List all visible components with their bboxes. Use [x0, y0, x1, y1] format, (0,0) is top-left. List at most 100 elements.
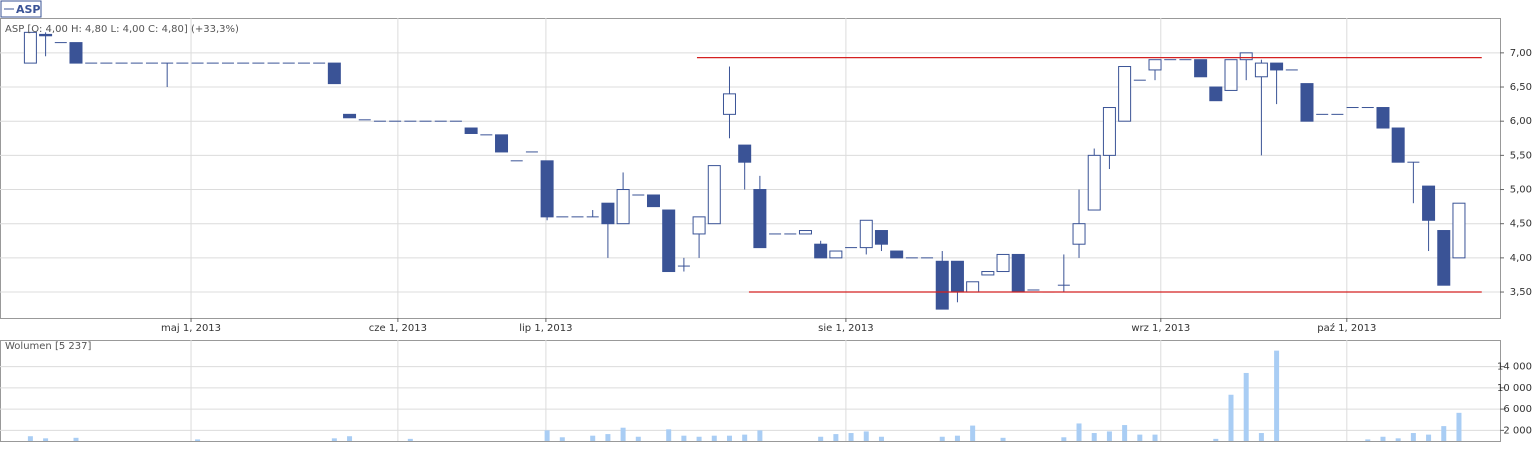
volume-bar [1395, 438, 1401, 441]
volume-bar [970, 425, 976, 441]
volume-bar [666, 429, 672, 441]
candle-body [1209, 86, 1223, 102]
candle-body [1087, 154, 1101, 211]
candle-body [1422, 185, 1436, 221]
candle-body [798, 230, 812, 235]
volume-bar [331, 438, 337, 441]
plot: maj 1, 2013 cze 1, 2013 lip 1, 2013 sie 1, … [0, 18, 1532, 441]
candle-body [1194, 59, 1208, 78]
volume-title: Wolumen [5 237] [5, 341, 91, 352]
candle-body [692, 216, 706, 235]
candle-body [1224, 59, 1238, 91]
volume-bar [742, 434, 748, 441]
volume-bar [73, 437, 79, 441]
legend-tab[interactable] [0, 0, 42, 18]
y-tick-label: 10 000 [1497, 383, 1532, 394]
volume-bar [681, 435, 687, 441]
candle-body [996, 253, 1010, 273]
x-tick-label: sie 1, 2013 [818, 323, 874, 334]
volume-bar [1456, 412, 1462, 441]
volume-bar [1076, 423, 1082, 441]
volume-bar [635, 436, 641, 441]
y-tick-label: 6 000 [1503, 404, 1532, 415]
candle-body [1118, 66, 1132, 122]
volume-bar [1122, 425, 1128, 441]
volume-bar [1106, 431, 1112, 441]
y-tick-label: 2 000 [1503, 425, 1532, 436]
candle-body [662, 209, 676, 273]
price-title: ASP [O: 4,00 H: 4,80 L: 4,00 C: 4,80] (+… [5, 24, 239, 35]
volume-bar [1380, 436, 1386, 441]
candle-body [1239, 52, 1253, 61]
volume-bar [848, 433, 854, 441]
candle-body [495, 134, 509, 153]
candle-body [1102, 107, 1116, 156]
x-tick-label: wrz 1, 2013 [1131, 323, 1190, 334]
volume-bar [559, 437, 565, 441]
volume-bar [818, 436, 824, 441]
candle-body [343, 113, 357, 119]
y-tick-label: 4,50 [1510, 219, 1532, 230]
candle-body [950, 260, 964, 293]
volume-bar [1365, 439, 1371, 441]
volume-bar [27, 436, 33, 441]
candle-body [464, 127, 478, 134]
volume-bar [605, 434, 611, 441]
volume-bar [1274, 350, 1280, 441]
volume-bar [863, 431, 869, 441]
candle-body [327, 62, 341, 85]
candle-body [1270, 62, 1284, 71]
candle-body [966, 281, 980, 293]
volume-bar [347, 436, 353, 441]
volume-bar [620, 427, 626, 441]
volume-bar [1091, 433, 1097, 441]
candle-body [1254, 62, 1268, 78]
candle-body [1452, 202, 1466, 259]
x-tick-label: maj 1, 2013 [161, 323, 221, 334]
candle-body [39, 33, 53, 37]
volume-bar [43, 438, 49, 441]
y-tick-label: 7,00 [1510, 48, 1532, 59]
y-tick-label: 5,00 [1510, 185, 1532, 196]
y-tick-label: 3,50 [1510, 287, 1532, 298]
volume-bar [1137, 434, 1143, 441]
volume-bar [833, 434, 839, 441]
candle-body [1391, 127, 1405, 163]
candle-body [1072, 223, 1086, 245]
volume-bar [1000, 437, 1006, 441]
volume-bar [407, 438, 413, 441]
volume-bar [1258, 433, 1264, 441]
volume-bar [1061, 437, 1067, 441]
candle-body [1011, 253, 1025, 293]
y-tick-label: 5,50 [1510, 150, 1532, 161]
x-tick-label: lip 1, 2013 [519, 323, 572, 334]
volume-bar [726, 435, 732, 441]
volume-bar [544, 430, 550, 441]
x-tick-label: paź 1, 2013 [1317, 322, 1376, 334]
volume-bar [1441, 426, 1447, 441]
volume-bar [1410, 433, 1416, 441]
candle-body [601, 202, 615, 225]
candle-body [753, 189, 767, 249]
volume-bar [1213, 438, 1219, 441]
candle-body [69, 42, 83, 64]
candle-body [23, 31, 37, 64]
volume-bar [195, 439, 201, 441]
y-tick-label: 14 000 [1497, 362, 1532, 373]
candle-body [1437, 230, 1451, 286]
candle-body [859, 219, 873, 249]
volume-frame [0, 340, 1501, 442]
volume-bar [711, 435, 717, 441]
candle-body [738, 144, 752, 163]
volume-bar [590, 435, 596, 441]
candle-body [707, 165, 721, 225]
candle-body [981, 271, 995, 276]
legend-label[interactable]: ASP [16, 3, 41, 16]
candle-body [616, 189, 630, 225]
candle-body [646, 194, 660, 208]
price-frame [0, 18, 1501, 319]
volume-bar [1152, 434, 1158, 441]
candle-body [1148, 59, 1162, 71]
candle-body [540, 160, 554, 218]
